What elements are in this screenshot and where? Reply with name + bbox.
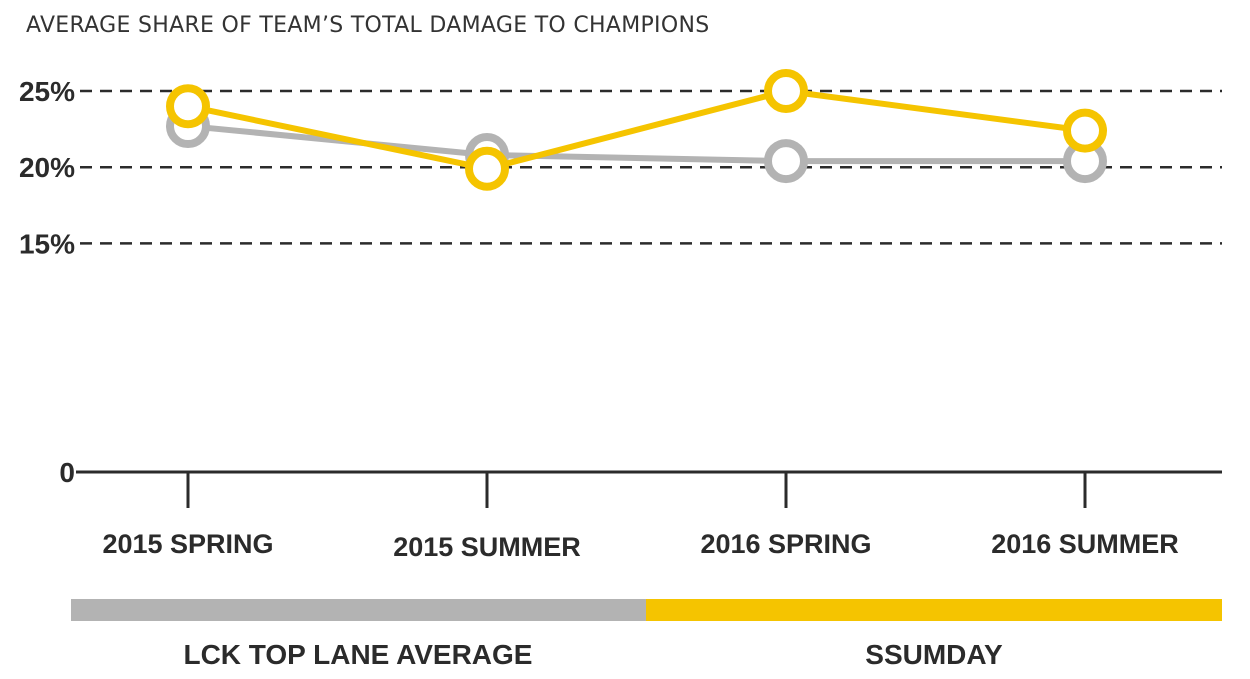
series-ssumday xyxy=(166,69,1107,191)
y-axis-ticks: 0 15% 20% 25% xyxy=(19,76,75,488)
x-axis-ticks: 2015 SPRING 2015 SUMMER 2016 SPRING 2016 SU… xyxy=(102,472,1179,562)
y-tick-label: 15% xyxy=(19,228,75,259)
data-point xyxy=(166,84,210,129)
series-group xyxy=(166,69,1107,191)
x-tick-label: 2015 SPRING xyxy=(102,529,273,559)
series-line xyxy=(187,88,1086,172)
y-tick-label: 0 xyxy=(59,457,75,488)
data-point xyxy=(764,139,808,184)
data-point xyxy=(465,146,509,191)
legend-swatch xyxy=(646,599,1222,621)
y-tick-label: 20% xyxy=(19,152,75,183)
grid xyxy=(80,89,1222,245)
x-tick-label: 2015 SUMMER xyxy=(393,532,581,562)
x-tick-label: 2016 SPRING xyxy=(700,529,871,559)
x-tick-label: 2016 SUMMER xyxy=(991,529,1179,559)
data-point xyxy=(764,69,808,113)
data-point xyxy=(1063,108,1107,153)
legend-label: SSUMDAY xyxy=(865,639,1003,670)
legend: LCK TOP LANE AVERAGE SSUMDAY xyxy=(71,599,1222,670)
legend-swatch xyxy=(71,599,646,621)
chart-title: AVERAGE SHARE OF TEAM’S TOTAL DAMAGE TO … xyxy=(26,13,709,38)
legend-label: LCK TOP LANE AVERAGE xyxy=(183,639,532,670)
y-tick-label: 25% xyxy=(19,76,75,107)
